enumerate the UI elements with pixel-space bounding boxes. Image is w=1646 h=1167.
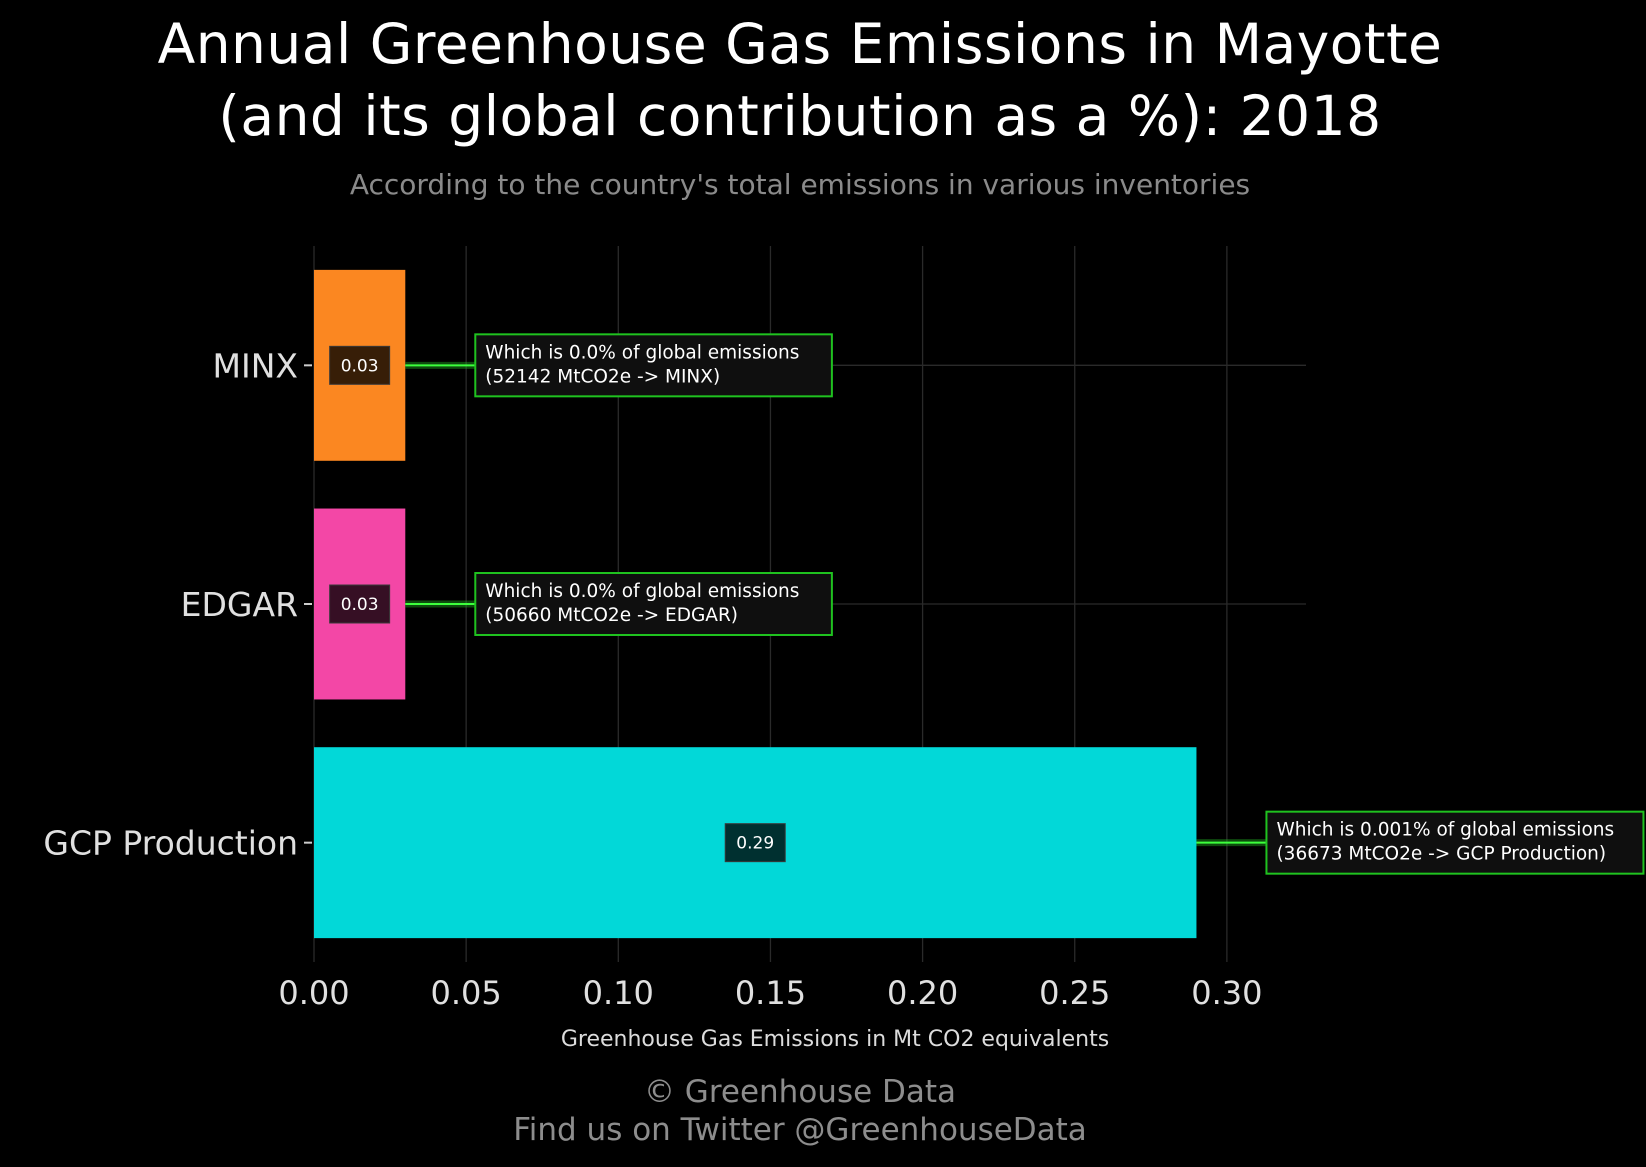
y-tick-label: GCP Production — [43, 824, 298, 863]
annotation-box — [474, 333, 833, 398]
annotation-line-2: (36673 MtCO2e -> GCP Production) — [1276, 844, 1606, 865]
title-line-1: Annual Greenhouse Gas Emissions in Mayot… — [157, 12, 1443, 76]
y-tick-label: EDGAR — [181, 585, 298, 624]
value-label-box — [724, 823, 786, 863]
x-tick-label: 0.15 — [735, 974, 806, 1012]
x-tick-label: 0.05 — [431, 974, 502, 1012]
annotation-line-1: Which is 0.001% of global emissions — [1276, 820, 1614, 841]
value-label-box — [329, 345, 391, 385]
y-tick-label: MINX — [213, 346, 299, 385]
value-label: 0.03 — [341, 356, 379, 376]
chart-subtitle: According to the country's total emissio… — [349, 168, 1251, 201]
title-line-2: (and its global contribution as a %): 20… — [218, 84, 1382, 148]
x-tick-label: 0.20 — [887, 974, 958, 1012]
x-tick-label: 0.00 — [278, 974, 349, 1012]
x-tick-label: 0.25 — [1039, 974, 1110, 1012]
annotation-line-1: Which is 0.0% of global emissions — [485, 581, 799, 602]
annotation-box — [474, 572, 833, 636]
value-label-box — [329, 584, 391, 624]
annotation-box — [1265, 810, 1645, 875]
value-label: 0.29 — [736, 834, 774, 854]
chart-title: Annual Greenhouse Gas Emissions in Mayot… — [0, 8, 1600, 152]
annotation-line-2: (50660 MtCO2e -> EDGAR) — [485, 605, 738, 626]
annotation-line-1: Which is 0.0% of global emissions — [485, 342, 799, 363]
footer-twitter: Find us on Twitter @GreenhouseData — [513, 1112, 1087, 1148]
x-tick-label: 0.30 — [1191, 974, 1262, 1012]
value-label: 0.03 — [341, 595, 379, 615]
x-tick-label: 0.10 — [583, 974, 654, 1012]
annotation-line-2: (52142 MtCO2e -> MINX) — [485, 366, 720, 387]
footer-copyright: © Greenhouse Data — [643, 1074, 957, 1110]
x-axis-label: Greenhouse Gas Emissions in Mt CO2 equiv… — [561, 1027, 1109, 1052]
